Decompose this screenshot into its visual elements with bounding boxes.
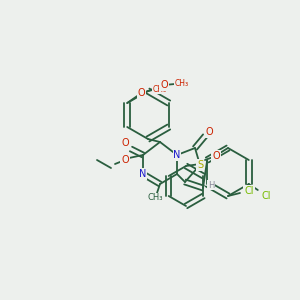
Text: CH₃: CH₃ [147,194,163,202]
Text: O: O [121,138,129,148]
Text: Cl: Cl [244,186,254,196]
Text: N: N [173,150,181,160]
Text: Cl: Cl [261,191,271,201]
Text: O: O [212,151,220,161]
Text: N: N [139,169,147,179]
Text: S: S [197,160,203,170]
Text: O: O [121,155,129,165]
Text: CH₃: CH₃ [152,85,166,94]
Text: O: O [137,88,145,98]
Text: CH₃: CH₃ [175,79,189,88]
Text: H: H [208,181,214,190]
Text: O: O [205,127,213,137]
Text: O: O [160,80,168,90]
